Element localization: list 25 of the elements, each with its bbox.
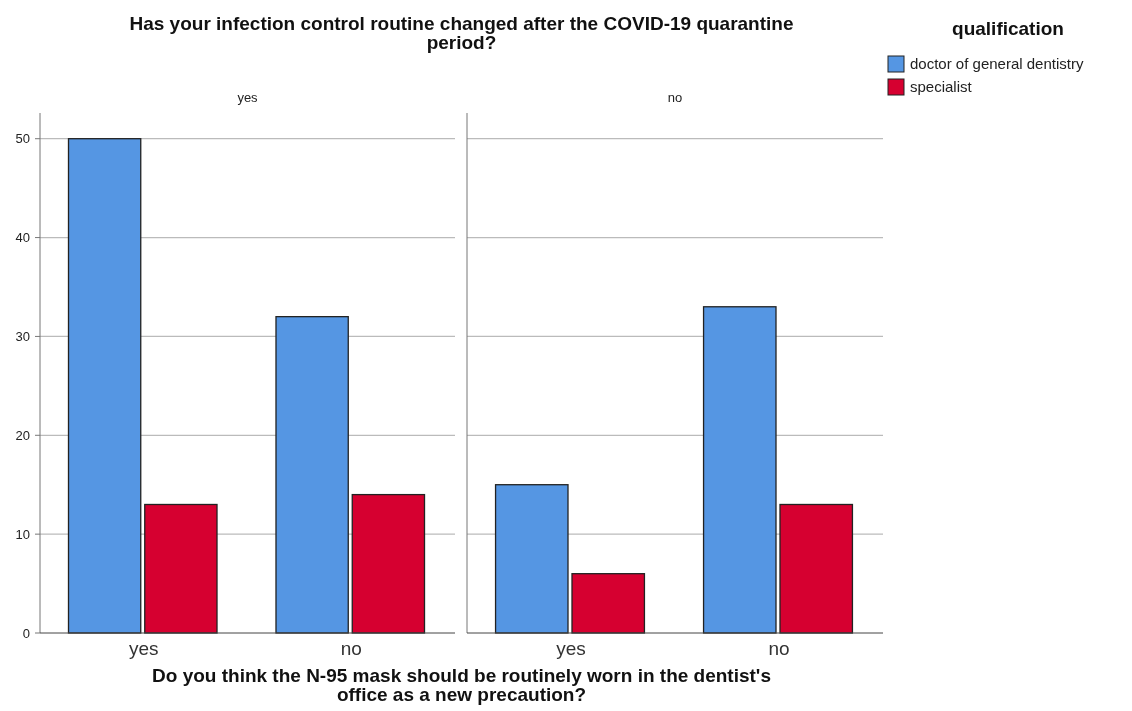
bar <box>494 484 569 634</box>
chart-subtitle: no <box>667 90 683 105</box>
x-tick-label: yes <box>556 638 586 659</box>
y-tick-label: 20 <box>15 427 30 443</box>
y-tick-label: 0 <box>22 625 30 641</box>
legend-label: specialist <box>910 78 973 96</box>
bar <box>351 493 426 634</box>
chart-title: Has your infection control routine changed after the COVID-19 quarantine period? <box>129 13 794 53</box>
bar <box>275 316 349 634</box>
bar <box>702 306 777 634</box>
y-tick-label: 10 <box>15 526 30 542</box>
legend-title: qualification <box>952 18 1064 39</box>
x-tick-label: yes <box>128 638 159 659</box>
y-tick-label: 30 <box>15 328 30 344</box>
bar <box>779 503 854 634</box>
bar <box>67 138 142 634</box>
chart-subtitle: yes <box>237 90 259 105</box>
bar <box>571 573 646 634</box>
y-tick-label: 40 <box>15 230 30 246</box>
y-tick-label: 50 <box>15 131 30 147</box>
bar <box>144 503 218 634</box>
x-tick-label: no <box>340 638 362 659</box>
x-tick-label: no <box>768 638 790 659</box>
legend-label: doctor of general dentistry <box>910 55 1084 73</box>
x-axis-title: Do you think the N-95 mask should be routinely worn in the dentist's office as a new precaution? <box>152 665 771 705</box>
